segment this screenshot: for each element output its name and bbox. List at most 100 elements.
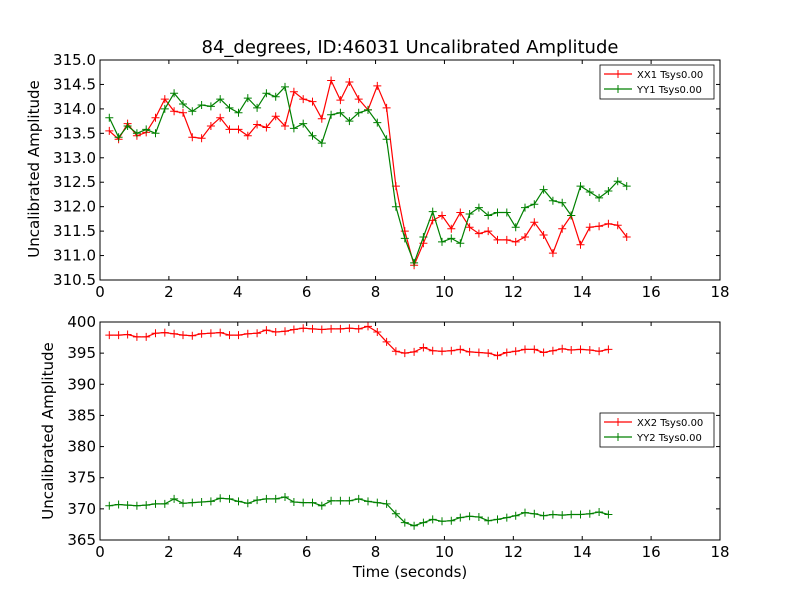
bottom-data-point-yy2 bbox=[447, 516, 456, 525]
top-data-point-yy1 bbox=[474, 203, 483, 212]
bottom-data-point-yy2 bbox=[281, 493, 289, 501]
top-data-point-xx1 bbox=[234, 125, 243, 134]
bottom-data-point-xx2 bbox=[373, 328, 382, 336]
bottom-data-point-xx2 bbox=[345, 324, 354, 333]
top-data-point-yy1 bbox=[391, 202, 400, 211]
legend-marker-yy2 bbox=[614, 433, 622, 441]
top-y-tick-label: 313.0 bbox=[53, 149, 96, 167]
top-x-tick-label: 14 bbox=[573, 283, 592, 301]
top-data-point-xx1 bbox=[465, 223, 474, 232]
bottom-data-point-yy2 bbox=[511, 511, 520, 520]
bottom-data-point-yy2 bbox=[548, 510, 557, 519]
bottom-y-tick-label: 370 bbox=[67, 500, 96, 518]
bottom-y-axis-label: Uncalibrated Amplitude bbox=[39, 342, 57, 519]
bottom-x-tick-label: 14 bbox=[573, 543, 592, 561]
top-data-point-yy1 bbox=[317, 139, 326, 148]
bottom-data-point-yy2 bbox=[493, 515, 502, 524]
top-data-point-yy1 bbox=[373, 118, 382, 127]
bottom-data-point-yy2 bbox=[373, 498, 382, 507]
top-y-tick-label: 311.5 bbox=[53, 222, 96, 240]
top-data-point-xx1 bbox=[521, 233, 529, 241]
top-data-point-yy1 bbox=[567, 211, 576, 220]
top-data-point-xx1 bbox=[511, 237, 520, 246]
bottom-data-point-yy2 bbox=[105, 501, 114, 510]
bottom-data-point-yy2 bbox=[484, 516, 493, 525]
top-data-point-yy1 bbox=[225, 103, 234, 112]
bottom-data-point-xx2 bbox=[530, 345, 539, 354]
top-data-point-xx1 bbox=[373, 81, 382, 90]
top-data-point-yy1 bbox=[234, 108, 243, 117]
bottom-data-point-xx2 bbox=[160, 328, 169, 337]
top-data-point-xx1 bbox=[382, 103, 391, 112]
top-x-tick-label: 10 bbox=[435, 283, 454, 301]
top-data-point-yy1 bbox=[197, 101, 206, 109]
bottom-data-point-yy2 bbox=[160, 499, 169, 508]
bottom-y-tick-label: 390 bbox=[67, 375, 96, 393]
top-data-point-yy1 bbox=[105, 113, 114, 122]
bottom-data-point-yy2 bbox=[317, 501, 326, 510]
top-data-point-xx1 bbox=[530, 218, 539, 227]
bottom-data-point-yy2 bbox=[262, 494, 271, 503]
top-data-point-xx1 bbox=[225, 125, 234, 134]
top-data-point-yy1 bbox=[206, 102, 215, 111]
top-data-point-yy1 bbox=[354, 108, 363, 117]
top-data-point-xx1 bbox=[160, 95, 169, 104]
top-data-point-yy1 bbox=[170, 89, 179, 98]
top-data-point-xx1 bbox=[585, 223, 594, 232]
bottom-y-tick-label: 375 bbox=[67, 469, 96, 487]
bottom-data-point-yy2 bbox=[188, 498, 197, 507]
bottom-data-point-yy2 bbox=[170, 494, 179, 503]
bottom-data-point-xx2 bbox=[188, 331, 197, 340]
bottom-x-tick-label: 18 bbox=[710, 543, 729, 561]
top-data-point-yy1 bbox=[364, 105, 372, 114]
bottom-legend-box bbox=[599, 412, 715, 448]
bottom-data-point-xx2 bbox=[105, 331, 114, 340]
bottom-data-point-xx2 bbox=[484, 349, 493, 358]
top-data-point-xx1 bbox=[576, 240, 585, 249]
bottom-data-point-yy2 bbox=[530, 509, 539, 518]
top-data-point-yy1 bbox=[419, 233, 428, 241]
top-data-point-yy1 bbox=[548, 196, 557, 205]
bottom-data-point-xx2 bbox=[327, 324, 336, 333]
top-data-point-yy1 bbox=[400, 234, 409, 243]
bottom-legend: XX2 Tsys0.00 YY2 Tsys0.00 bbox=[599, 412, 715, 448]
top-data-point-yy1 bbox=[299, 119, 308, 128]
top-data-point-xx1 bbox=[253, 120, 262, 129]
bottom-data-point-xx2 bbox=[511, 347, 520, 356]
bottom-data-point-xx2 bbox=[382, 337, 391, 346]
top-data-point-xx1 bbox=[243, 131, 252, 140]
top-data-point-xx1 bbox=[474, 229, 483, 238]
bottom-data-point-yy2 bbox=[502, 513, 511, 522]
top-data-point-yy1 bbox=[281, 82, 289, 91]
bottom-plot-area: 0 2 4 6 8 10 12 14 16 18 365 370 375 380 385 390 395 400 bbox=[67, 313, 729, 561]
bottom-data-point-xx2 bbox=[604, 345, 613, 354]
bottom-data-point-xx2 bbox=[271, 328, 280, 336]
bottom-x-tick-label: 0 bbox=[95, 543, 105, 561]
legend-label-xx1: XX1 Tsys0.00 bbox=[637, 70, 703, 81]
bottom-data-point-xx2 bbox=[456, 345, 465, 354]
top-data-point-xx1 bbox=[558, 224, 567, 233]
bottom-data-point-yy2 bbox=[299, 498, 308, 507]
bottom-data-point-xx2 bbox=[400, 349, 409, 358]
top-data-point-xx1 bbox=[197, 134, 206, 143]
top-x-tick-label: 12 bbox=[504, 283, 523, 301]
bottom-data-point-xx2 bbox=[179, 331, 187, 340]
bottom-data-point-yy2 bbox=[567, 510, 576, 519]
top-data-point-xx1 bbox=[345, 78, 354, 86]
top-data-point-yy1 bbox=[123, 122, 132, 130]
top-data-point-xx1 bbox=[438, 211, 446, 220]
bottom-data-point-xx2 bbox=[336, 324, 345, 333]
bottom-x-tick-label: 12 bbox=[504, 543, 523, 561]
bottom-axes-frame bbox=[99, 321, 721, 541]
bottom-data-point-yy2 bbox=[419, 518, 428, 527]
bottom-data-point-xx2 bbox=[558, 344, 567, 353]
bottom-data-point-xx2 bbox=[465, 347, 474, 356]
top-plot-area: 0 2 4 6 8 10 12 14 16 18 310.5 311.0 311.5 312.0 312.5… bbox=[53, 51, 730, 301]
top-y-axis-label: Uncalibrated Amplitude bbox=[25, 80, 43, 257]
top-data-point-xx1 bbox=[170, 107, 179, 116]
bottom-data-point-yy2 bbox=[364, 497, 372, 506]
bottom-x-tick-label: 8 bbox=[371, 543, 381, 561]
bottom-x-tick-label: 6 bbox=[302, 543, 312, 561]
top-y-tick-label: 314.5 bbox=[53, 75, 96, 93]
